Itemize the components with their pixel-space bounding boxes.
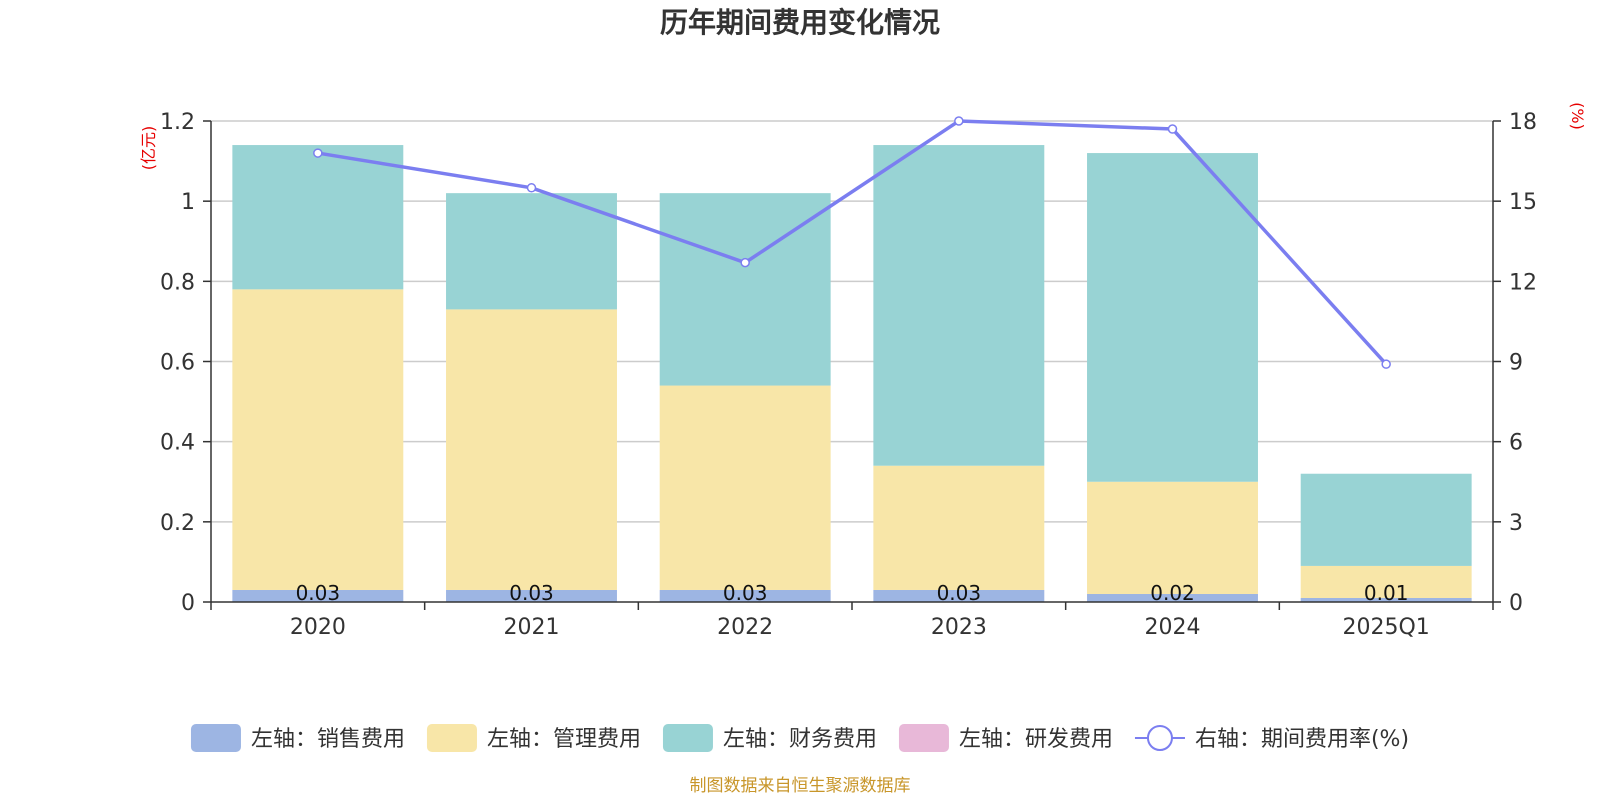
legend-label: 左轴：财务费用 [723,727,877,752]
left-tick-label: 0.8 [160,270,195,295]
right-tick-label: 12 [1509,270,1537,295]
left-tick-label: 0.2 [160,511,195,536]
legend-marker [1146,725,1173,751]
bar [1300,565,1472,598]
data-label: 0.03 [937,581,982,605]
x-tick-label: 2023 [931,615,987,640]
x-tick-label: 2020 [290,615,346,640]
data-label: 0.02 [1150,581,1195,605]
bar [873,589,1045,602]
right-tick-label: 3 [1509,511,1523,536]
legend-label: 左轴：管理费用 [487,727,641,752]
data-label: 0.03 [723,581,768,605]
rate-line [313,116,1391,369]
legend-label: 左轴：研发费用 [959,727,1113,752]
line-point [1167,124,1178,134]
axes: 0 0.2 0.4 0.6 0.8 1 1.2 0 3 6 9 12 15 18 2020 2021 2022 2… [160,110,1537,640]
bar [232,145,404,290]
x-tick-label: 2024 [1145,615,1201,640]
bar [1087,593,1258,602]
legend-swatch [426,724,477,752]
bars [232,145,1472,602]
bar [659,589,831,602]
right-tick-label: 0 [1509,591,1523,616]
left-axis-unit: (亿元) [139,126,158,171]
data-label: 0.01 [1364,581,1409,605]
chart-title: 历年期间费用变化情况 [660,6,940,39]
line-point [313,148,323,158]
bar [232,589,404,602]
right-tick-label: 9 [1509,351,1523,376]
legend-swatch [662,724,713,752]
legend-swatch [898,724,949,752]
legend-label: 右轴：期间费用率(%) [1195,727,1409,752]
data-label: 0.03 [296,581,341,605]
grid-lines [211,120,1493,523]
legend-label: 左轴：销售费用 [251,727,405,752]
bar [1300,473,1472,566]
right-tick-label: 18 [1509,110,1537,135]
source-note: 制图数据来自恒生聚源数据库 [690,776,911,796]
right-tick-label: 6 [1509,431,1523,456]
line-point [740,257,750,268]
legend-swatch [190,724,241,752]
bar [1087,481,1258,594]
left-tick-label: 0 [181,591,195,616]
line-point [954,116,964,126]
bar [446,193,617,310]
bar [873,465,1045,590]
rate-line-path [317,119,1388,366]
line-point [1381,359,1391,369]
data-label: 0.03 [509,581,554,605]
line-point [526,183,537,193]
bar [446,309,617,590]
bar [1300,597,1472,602]
left-tick-label: 0.4 [160,431,195,456]
bar [659,385,831,590]
x-tick-label: 2021 [504,615,560,640]
bar [232,289,404,590]
bar [873,145,1045,466]
x-tick-label: 2022 [717,615,773,640]
bar [446,589,617,602]
left-tick-label: 1.2 [160,110,195,135]
right-tick-label: 15 [1509,190,1537,215]
data-labels: 0.03 0.03 0.03 0.03 0.02 0.01 [296,581,1409,605]
legend: 左轴：销售费用 左轴：管理费用 左轴：财务费用 左轴：研发费用 右轴：期间费用率(%) [190,724,1409,752]
bar [1087,153,1258,482]
x-tick-label: 2025Q1 [1343,615,1430,640]
left-tick-label: 1 [181,190,195,215]
right-axis-unit: (%) [1568,102,1587,130]
left-tick-label: 0.6 [160,351,195,376]
